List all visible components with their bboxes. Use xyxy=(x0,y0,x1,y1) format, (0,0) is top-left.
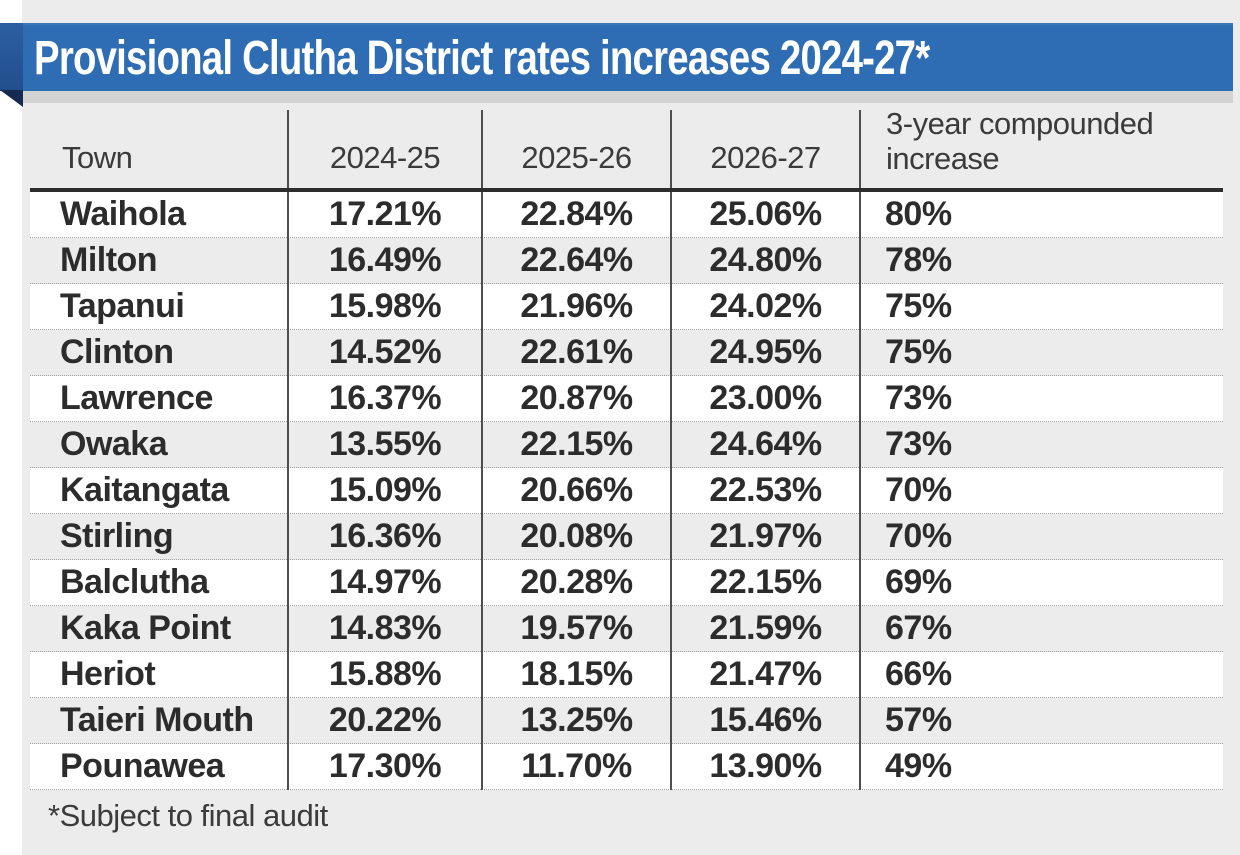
rate-2026-27-cell: 24.95% xyxy=(709,333,822,371)
town-cell: Pounawea xyxy=(60,747,225,785)
town-cell: Milton xyxy=(60,241,158,279)
compounded-increase-cell: 66% xyxy=(885,655,952,693)
rate-2024-25-cell: 16.36% xyxy=(328,517,442,555)
column-divider-3 xyxy=(670,110,672,790)
rate-2026-27-cell: 21.59% xyxy=(709,609,822,647)
table-row: Stirling 16.36% 20.08% 21.97% 70% xyxy=(30,514,1223,560)
rate-2025-26-cell: 20.28% xyxy=(520,563,633,601)
town-cell: Balclutha xyxy=(60,563,209,601)
ribbon-fold-corner xyxy=(0,90,23,107)
rate-2025-26-cell: 13.25% xyxy=(520,701,633,739)
table-row: Heriot 15.88% 18.15% 21.47% 66% xyxy=(30,652,1223,698)
rate-2025-26-cell: 22.61% xyxy=(520,333,633,371)
town-cell: Taieri Mouth xyxy=(60,701,254,739)
column-header-town: Town xyxy=(62,140,133,175)
table-row: Milton 16.49% 22.64% 24.80% 78% xyxy=(30,238,1223,284)
table-body: Waihola 17.21% 22.84% 25.06% 80% Milton … xyxy=(30,192,1223,790)
column-divider-4 xyxy=(859,110,861,790)
town-cell: Owaka xyxy=(60,425,168,463)
compounded-increase-cell: 73% xyxy=(885,425,952,463)
column-header-2025-26: 2025-26 xyxy=(521,140,632,175)
rate-2025-26-cell: 20.66% xyxy=(520,471,633,509)
table-row: Kaka Point 14.83% 19.57% 21.59% 67% xyxy=(30,606,1223,652)
rate-2026-27-cell: 24.80% xyxy=(709,241,822,279)
rate-2025-26-cell: 22.64% xyxy=(520,241,633,279)
rate-2025-26-cell: 20.08% xyxy=(520,517,633,555)
column-divider-2 xyxy=(481,110,483,790)
page-title: Provisional Clutha District rates increa… xyxy=(34,31,930,85)
rate-2024-25-cell: 16.37% xyxy=(328,379,442,417)
compounded-increase-cell: 73% xyxy=(885,379,952,417)
rate-2025-26-cell: 22.84% xyxy=(520,195,633,233)
town-cell: Kaitangata xyxy=(60,471,229,509)
rate-2024-25-cell: 14.83% xyxy=(328,609,442,647)
rate-2024-25-cell: 13.55% xyxy=(328,425,442,463)
rate-2024-25-cell: 15.98% xyxy=(328,287,442,325)
compounded-increase-cell: 49% xyxy=(885,747,952,785)
rate-2026-27-cell: 24.02% xyxy=(709,287,822,325)
compounded-increase-cell: 75% xyxy=(885,333,952,371)
rate-2026-27-cell: 23.00% xyxy=(709,379,822,417)
ribbon-shadow xyxy=(22,91,1233,103)
column-header-2024-25: 2024-25 xyxy=(329,140,441,175)
table-row: Tapanui 15.98% 21.96% 24.02% 75% xyxy=(30,284,1223,330)
compounded-increase-cell: 67% xyxy=(885,609,952,647)
town-cell: Clinton xyxy=(60,333,174,371)
table-row: Lawrence 16.37% 20.87% 23.00% 73% xyxy=(30,376,1223,422)
rate-2024-25-cell: 20.22% xyxy=(328,701,442,739)
town-cell: Waihola xyxy=(60,195,186,233)
rate-2026-27-cell: 13.90% xyxy=(709,747,822,785)
compounded-increase-cell: 70% xyxy=(885,471,952,509)
rate-2024-25-cell: 17.21% xyxy=(328,195,442,233)
rate-2026-27-cell: 15.46% xyxy=(709,701,822,739)
rate-2025-26-cell: 18.15% xyxy=(520,655,633,693)
rate-2026-27-cell: 24.64% xyxy=(709,425,822,463)
rate-2024-25-cell: 15.09% xyxy=(328,471,442,509)
town-cell: Heriot xyxy=(60,655,156,693)
rate-2026-27-cell: 21.97% xyxy=(709,517,822,555)
rate-2025-26-cell: 20.87% xyxy=(520,379,633,417)
rate-2024-25-cell: 16.49% xyxy=(328,241,442,279)
town-cell: Lawrence xyxy=(60,379,213,417)
rate-2025-26-cell: 21.96% xyxy=(520,287,633,325)
table-row: Taieri Mouth 20.22% 13.25% 15.46% 57% xyxy=(30,698,1223,744)
compounded-increase-cell: 70% xyxy=(885,517,952,555)
rate-2026-27-cell: 22.53% xyxy=(709,471,822,509)
rate-2026-27-cell: 25.06% xyxy=(709,195,822,233)
rate-2024-25-cell: 14.52% xyxy=(328,333,442,371)
rate-2025-26-cell: 22.15% xyxy=(520,425,633,463)
table-row: Clinton 14.52% 22.61% 24.95% 75% xyxy=(30,330,1223,376)
compounded-increase-cell: 57% xyxy=(885,701,952,739)
rate-2024-25-cell: 15.88% xyxy=(328,655,442,693)
footnote: *Subject to final audit xyxy=(48,798,328,833)
rate-2024-25-cell: 14.97% xyxy=(328,563,442,601)
table-row: Kaitangata 15.09% 20.66% 22.53% 70% xyxy=(30,468,1223,514)
rate-2025-26-cell: 11.70% xyxy=(521,747,632,785)
table-row: Owaka 13.55% 22.15% 24.64% 73% xyxy=(30,422,1223,468)
compounded-increase-cell: 78% xyxy=(885,241,952,279)
ribbon-fold xyxy=(0,23,23,91)
title-banner: Provisional Clutha District rates increa… xyxy=(22,23,1233,91)
table-row: Pounawea 17.30% 11.70% 13.90% 49% xyxy=(30,744,1223,790)
column-header-compounded: 3-year compounded increase xyxy=(886,106,1154,176)
town-cell: Kaka Point xyxy=(60,609,231,647)
header-rule xyxy=(30,188,1223,192)
rate-2026-27-cell: 22.15% xyxy=(709,563,822,601)
panel-background xyxy=(22,0,1240,855)
compounded-increase-cell: 80% xyxy=(885,195,952,233)
rate-2024-25-cell: 17.30% xyxy=(328,747,442,785)
column-divider-1 xyxy=(287,110,289,790)
rate-2026-27-cell: 21.47% xyxy=(709,655,822,693)
table-row: Balclutha 14.97% 20.28% 22.15% 69% xyxy=(30,560,1223,606)
rate-2025-26-cell: 19.57% xyxy=(520,609,633,647)
table-row: Waihola 17.21% 22.84% 25.06% 80% xyxy=(30,192,1223,238)
compounded-increase-cell: 75% xyxy=(885,287,952,325)
compounded-increase-cell: 69% xyxy=(885,563,952,601)
column-header-2026-27: 2026-27 xyxy=(710,140,821,175)
town-cell: Tapanui xyxy=(60,287,185,325)
town-cell: Stirling xyxy=(60,517,174,555)
